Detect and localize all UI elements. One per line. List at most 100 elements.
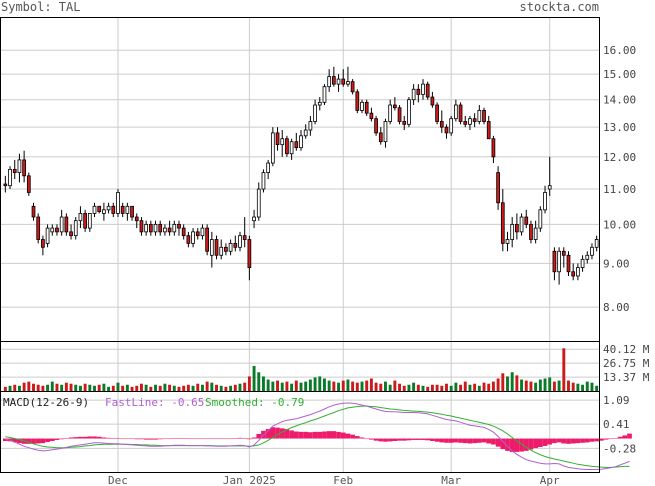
macd-histogram-bar: [49, 438, 55, 442]
candle-body: [317, 101, 322, 106]
price-tick-label: 14.00: [603, 94, 636, 107]
candle-body: [163, 227, 167, 233]
candle-body: [247, 239, 252, 268]
candle-body: [205, 227, 209, 252]
macd-histogram-bar: [406, 438, 412, 441]
volume-bar: [107, 386, 111, 391]
macd-smoothed-line: [5, 405, 630, 468]
macd-histogram-bar: [120, 438, 126, 440]
candle-body: [191, 231, 195, 244]
candle-body: [425, 83, 430, 98]
volume-bar: [341, 380, 345, 391]
volume-bar: [398, 383, 402, 391]
candle-body: [87, 213, 92, 229]
candle-body: [468, 118, 472, 125]
volume-bar: [482, 382, 486, 391]
macd-histogram-bar: [411, 438, 416, 440]
candle-body: [505, 239, 510, 244]
candle-body: [17, 159, 22, 173]
macd-histogram-bar: [500, 438, 506, 450]
macd-histogram-bar: [552, 438, 557, 444]
candle-body: [421, 83, 425, 95]
volume-bar: [402, 385, 406, 391]
macd-histogram-bar: [204, 438, 210, 440]
volume-bar: [412, 382, 416, 391]
macd-histogram-bar: [134, 438, 140, 440]
candle-body: [543, 192, 547, 211]
candle-body: [327, 76, 332, 88]
macd-histogram-bar: [561, 438, 567, 444]
macd-histogram-bar: [232, 438, 238, 439]
volume-bar: [219, 385, 223, 391]
candle-body: [270, 132, 275, 164]
volume-bar: [510, 372, 514, 391]
candle-body: [515, 223, 519, 233]
macd-histogram-bar: [401, 438, 407, 441]
symbol-label: Symbol: TAL: [1, 0, 81, 14]
volume-bar: [308, 379, 312, 391]
macd-histogram-bar: [3, 438, 8, 442]
candle-body: [200, 227, 205, 237]
macd-histogram-bar: [298, 431, 304, 439]
macd-histogram-bar: [82, 436, 88, 439]
macd-histogram-bar: [289, 430, 294, 439]
candle-body: [228, 242, 233, 252]
volume-bar: [111, 385, 115, 391]
volume-bar: [477, 385, 481, 391]
candle-body: [26, 175, 31, 193]
volume-bar: [224, 386, 228, 391]
macd-histogram-bar: [528, 438, 534, 450]
volume-bar: [130, 386, 134, 391]
macd-histogram-bar: [364, 438, 370, 440]
volume-bar: [290, 383, 294, 391]
volume-bar: [215, 384, 218, 391]
candle-body: [341, 78, 346, 85]
macd-histogram-bar: [110, 438, 116, 439]
volume-bar: [276, 380, 279, 391]
volume-bar: [365, 380, 369, 391]
candle-body: [289, 141, 294, 155]
volume-bar: [595, 385, 599, 391]
macd-histogram-bar: [129, 438, 135, 440]
volume-bar: [590, 382, 594, 391]
macd-histogram-bar: [209, 438, 215, 440]
price-tick-label: 8.00: [603, 301, 630, 314]
volume-bar: [534, 382, 538, 391]
volume-bar: [93, 385, 96, 391]
candle-body: [22, 159, 26, 177]
candle-body: [594, 239, 599, 248]
candle-body: [158, 223, 163, 233]
price-tick-label: 9.00: [603, 257, 630, 270]
macd-histogram-bar: [275, 427, 280, 439]
volume-bar: [520, 379, 524, 391]
macd-histogram-bar: [157, 438, 163, 440]
volume-bar: [459, 384, 463, 391]
macd-histogram-bar: [279, 428, 285, 439]
candle-body: [8, 168, 12, 187]
volume-bar: [337, 382, 340, 391]
x-tick-label: Mar: [441, 474, 461, 486]
macd-histogram-bar: [12, 438, 18, 443]
x-tick-label: Dec: [108, 474, 128, 486]
candle-body: [407, 99, 411, 125]
volume-tick-label: 26.75 M: [603, 357, 650, 370]
candle-body: [55, 227, 59, 233]
candle-body: [454, 104, 458, 120]
macd-tick-label: 0.41: [603, 418, 630, 431]
candle-body: [388, 104, 393, 122]
volume-bar: [487, 383, 491, 391]
macd-histogram-bar: [589, 438, 595, 442]
volume-bar: [294, 380, 298, 391]
volume-bar: [247, 376, 251, 391]
macd-histogram-bar: [584, 438, 590, 443]
macd-histogram-bar: [523, 438, 529, 451]
volume-tick-label: 13.37 M: [603, 371, 650, 384]
macd-histogram-bar: [378, 438, 384, 442]
macd-histogram-bar: [627, 433, 632, 439]
volume-bar: [416, 384, 420, 391]
candle-body: [552, 250, 557, 273]
macd-histogram-bar: [303, 431, 309, 439]
volume-bar: [177, 386, 181, 391]
volume-bar: [144, 384, 148, 391]
volume-bar: [172, 385, 176, 391]
